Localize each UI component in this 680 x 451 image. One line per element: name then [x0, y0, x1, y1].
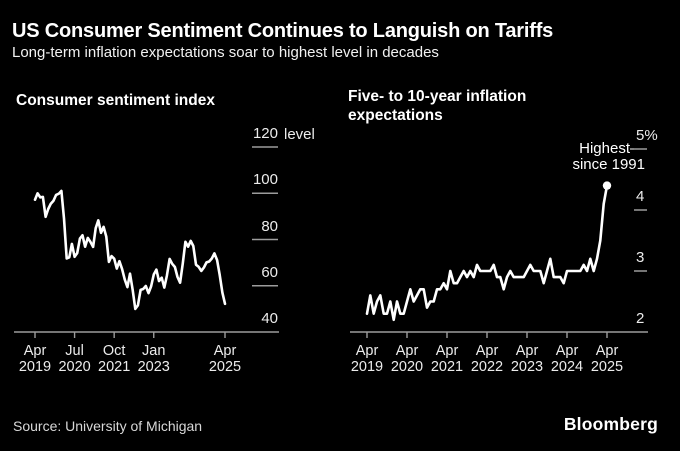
- sentiment-chart: [14, 146, 279, 338]
- page-subtitle: Long-term inflation expectations soar to…: [12, 44, 439, 61]
- y-tick-label: 80: [261, 217, 278, 235]
- x-tick-label-line: 2020: [390, 358, 424, 375]
- x-tick-label: Apr 2019: [338, 343, 396, 375]
- source-credit: Source: University of Michigan: [13, 418, 203, 434]
- y-tick-label: 120: [252, 125, 278, 142]
- x-tick-label: Apr 2020: [378, 343, 436, 375]
- x-tick-label: Apr 2021: [418, 343, 476, 375]
- page-title: US Consumer Sentiment Continues to Langu…: [12, 20, 554, 42]
- x-tick-label-line: Apr: [435, 343, 459, 359]
- highest-annotation: Highest— since 1991: [572, 141, 645, 172]
- sentiment-line: [33, 189, 227, 311]
- y-tick-label: 2: [636, 310, 645, 327]
- x-tick-label-line: Apr: [355, 343, 379, 359]
- y-tick-label: 5%: [636, 127, 658, 144]
- x-tick-label-line: 2023: [137, 358, 170, 375]
- x-tick-label-line: 2020: [58, 358, 91, 375]
- x-tick-label-line: 2025: [208, 358, 242, 375]
- highest-annotation-line2: since 1991: [572, 155, 645, 173]
- x-tick-label-line: 2024: [550, 358, 584, 375]
- y-axis-unit-label: level: [284, 126, 315, 143]
- x-tick-label: Jan 2023: [125, 343, 183, 375]
- y-tick-label: 3: [636, 249, 645, 266]
- x-tick-label-line: 2023: [510, 358, 544, 375]
- latest-point-dot: [602, 181, 612, 190]
- inflation-line: [365, 184, 609, 322]
- x-tick-label-line: Oct: [102, 343, 126, 359]
- x-tick-label-line: Apr: [475, 343, 499, 359]
- x-tick-label-line: 2025: [590, 358, 624, 375]
- x-tick-label: Jul 2020: [46, 343, 104, 375]
- x-tick-label: Apr 2025: [196, 343, 254, 375]
- x-tick-label-line: Apr: [395, 343, 419, 359]
- y-tick-label: 4: [636, 188, 645, 205]
- right-chart-title-line2: expectations: [348, 106, 443, 124]
- right-chart-title-line1: Five- to 10-year inflation: [348, 88, 527, 105]
- x-tick-label: Apr 2022: [458, 343, 516, 375]
- x-tick-label: Apr 2019: [6, 343, 64, 375]
- x-tick-label-line: Jan: [142, 343, 166, 359]
- x-tick-label: Apr 2023: [498, 343, 556, 375]
- x-tick-label-line: 2019: [18, 358, 52, 375]
- x-tick-label-line: Apr: [515, 343, 539, 359]
- x-tick-label-line: 2019: [350, 358, 384, 375]
- highest-annotation-line1: Highest—: [579, 140, 645, 157]
- x-tick-label-line: 2021: [98, 358, 131, 375]
- x-tick-label-line: Apr: [23, 343, 47, 359]
- left-chart-title: Consumer sentiment index: [16, 92, 215, 109]
- inflation-chart: [350, 148, 648, 338]
- x-tick-label: Apr 2024: [538, 343, 596, 375]
- right-chart-title: Five- to 10-year inflation expectations: [348, 88, 598, 125]
- y-tick-label: 40: [261, 310, 278, 327]
- bloomberg-logo: Bloomberg: [563, 414, 658, 434]
- x-tick-label-line: Jul: [65, 343, 84, 359]
- x-tick-label-line: 2021: [430, 358, 464, 375]
- x-tick-label: Oct 2021: [85, 343, 143, 375]
- x-tick-label-line: Apr: [213, 343, 237, 359]
- x-tick-label: Apr 2025: [578, 343, 636, 375]
- y-tick-label: 100: [252, 171, 278, 189]
- y-tick-label: 60: [261, 263, 278, 281]
- x-tick-label-line: Apr: [595, 343, 619, 359]
- x-tick-label-line: Apr: [555, 343, 579, 359]
- x-tick-label-line: 2022: [470, 358, 504, 375]
